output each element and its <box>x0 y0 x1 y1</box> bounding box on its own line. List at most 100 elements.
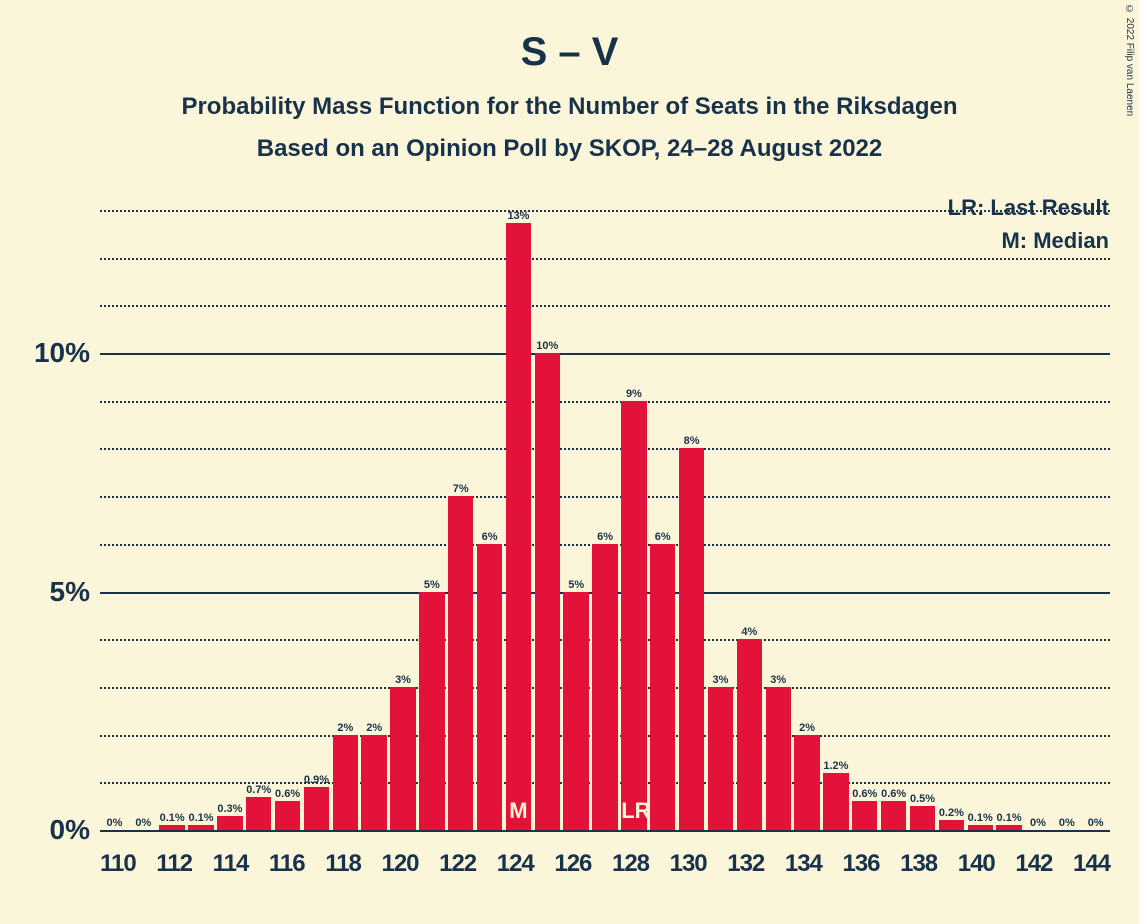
bar-value-label: 0.1% <box>968 812 993 824</box>
bar-140: 0.1% <box>966 210 995 830</box>
bar-134: 2% <box>793 210 822 830</box>
bar-132: 4% <box>735 210 764 830</box>
bar-chart: 0%5%10% 0%0%0.1%0.1%0.3%0.7%0.6%0.9%2%2%… <box>100 210 1110 830</box>
bar-value-label: 0.6% <box>852 788 877 800</box>
bar-116: 0.6% <box>273 210 302 830</box>
x-axis-label: 114 <box>213 850 249 878</box>
chart-title: S – V <box>0 0 1139 75</box>
bar-126: 5% <box>562 210 591 830</box>
x-axis-label: 134 <box>785 850 822 878</box>
x-axis-label <box>534 850 555 878</box>
bar-value-label: 0.5% <box>910 793 935 805</box>
chart-subtitle-1: Probability Mass Function for the Number… <box>0 93 1139 121</box>
bar-118: 2% <box>331 210 360 830</box>
x-axis-label <box>305 850 326 878</box>
bar-111: 0% <box>129 210 158 830</box>
bar-value-label: 5% <box>568 579 584 591</box>
bar-value-label: 3% <box>713 674 729 686</box>
x-axis-label: 140 <box>958 850 995 878</box>
bar-rect <box>333 735 358 830</box>
bar-value-label: 4% <box>741 626 757 638</box>
bars-container: 0%0%0.1%0.1%0.3%0.7%0.6%0.9%2%2%3%5%7%6%… <box>100 210 1110 830</box>
bar-value-label: 10% <box>536 340 558 352</box>
x-axis-label <box>764 850 785 878</box>
bar-value-label: 2% <box>799 722 815 734</box>
bar-127: 6% <box>591 210 620 830</box>
y-axis-label: 5% <box>20 576 90 608</box>
bar-rect <box>563 592 588 830</box>
bar-rect <box>246 797 271 830</box>
chart-subtitle-2: Based on an Opinion Poll by SKOP, 24–28 … <box>0 135 1139 163</box>
x-axis-label: 116 <box>269 850 305 878</box>
bar-rect <box>535 353 560 830</box>
bar-124: 13%M <box>504 210 533 830</box>
y-axis-label: 0% <box>20 814 90 846</box>
bar-121: 5% <box>417 210 446 830</box>
bar-rect <box>275 801 300 830</box>
bar-value-label: 8% <box>684 435 700 447</box>
bar-rect <box>159 825 184 830</box>
x-axis-label: 136 <box>842 850 879 878</box>
bar-rect <box>650 544 675 830</box>
bar-value-label: 0.9% <box>304 774 329 786</box>
bar-rect <box>910 806 935 830</box>
bar-rect <box>881 801 906 830</box>
x-axis-label: 126 <box>554 850 591 878</box>
gridline-major <box>100 830 1110 832</box>
bar-110: 0% <box>100 210 129 830</box>
bar-119: 2% <box>360 210 389 830</box>
bar-rect <box>361 735 386 830</box>
bar-rect <box>304 787 329 830</box>
bar-value-label: 0% <box>135 817 151 829</box>
x-axis-label <box>591 850 612 878</box>
bar-value-label: 6% <box>655 531 671 543</box>
bar-141: 0.1% <box>995 210 1024 830</box>
bar-122: 7% <box>446 210 475 830</box>
bar-113: 0.1% <box>187 210 216 830</box>
x-axis-label: 124 <box>497 850 534 878</box>
bar-value-label: 0.7% <box>246 784 271 796</box>
bar-rect <box>448 496 473 830</box>
x-axis-label: 112 <box>156 850 192 878</box>
x-axis-label <box>649 850 670 878</box>
bar-rect <box>592 544 617 830</box>
bar-142: 0% <box>1024 210 1053 830</box>
bar-value-label: 2% <box>337 722 353 734</box>
bar-114: 0.3% <box>215 210 244 830</box>
x-axis-label: 132 <box>727 850 764 878</box>
bar-rect <box>390 687 415 830</box>
x-axis-label <box>476 850 497 878</box>
bar-rect <box>477 544 502 830</box>
bar-138: 0.5% <box>908 210 937 830</box>
bar-rect <box>188 825 213 830</box>
x-axis-label: 138 <box>900 850 937 878</box>
bar-115: 0.7% <box>244 210 273 830</box>
bar-value-label: 0.6% <box>275 788 300 800</box>
bar-128: 9%LR <box>619 210 648 830</box>
bar-value-label: 0% <box>1088 817 1104 829</box>
bar-value-label: 2% <box>366 722 382 734</box>
bar-131: 3% <box>706 210 735 830</box>
bar-rect <box>766 687 791 830</box>
bar-123: 6% <box>475 210 504 830</box>
x-axis-label <box>937 850 958 878</box>
bar-value-label: 0% <box>1030 817 1046 829</box>
bar-value-label: 3% <box>770 674 786 686</box>
bar-value-label: 0.1% <box>160 812 185 824</box>
x-axis-label: 130 <box>670 850 707 878</box>
bar-133: 3% <box>764 210 793 830</box>
bar-rect <box>419 592 444 830</box>
x-axis-label <box>707 850 728 878</box>
x-axis-label <box>419 850 440 878</box>
bar-rect <box>737 639 762 830</box>
bar-value-label: 7% <box>453 483 469 495</box>
x-axis-label <box>361 850 382 878</box>
bar-value-label: 0.1% <box>997 812 1022 824</box>
bar-value-label: 0.3% <box>217 803 242 815</box>
x-axis-label <box>1052 850 1073 878</box>
x-axis-label <box>136 850 157 878</box>
bar-136: 0.6% <box>850 210 879 830</box>
bar-value-label: 9% <box>626 388 642 400</box>
copyright-text: © 2022 Filip van Laenen <box>1124 4 1135 116</box>
bar-117: 0.9% <box>302 210 331 830</box>
